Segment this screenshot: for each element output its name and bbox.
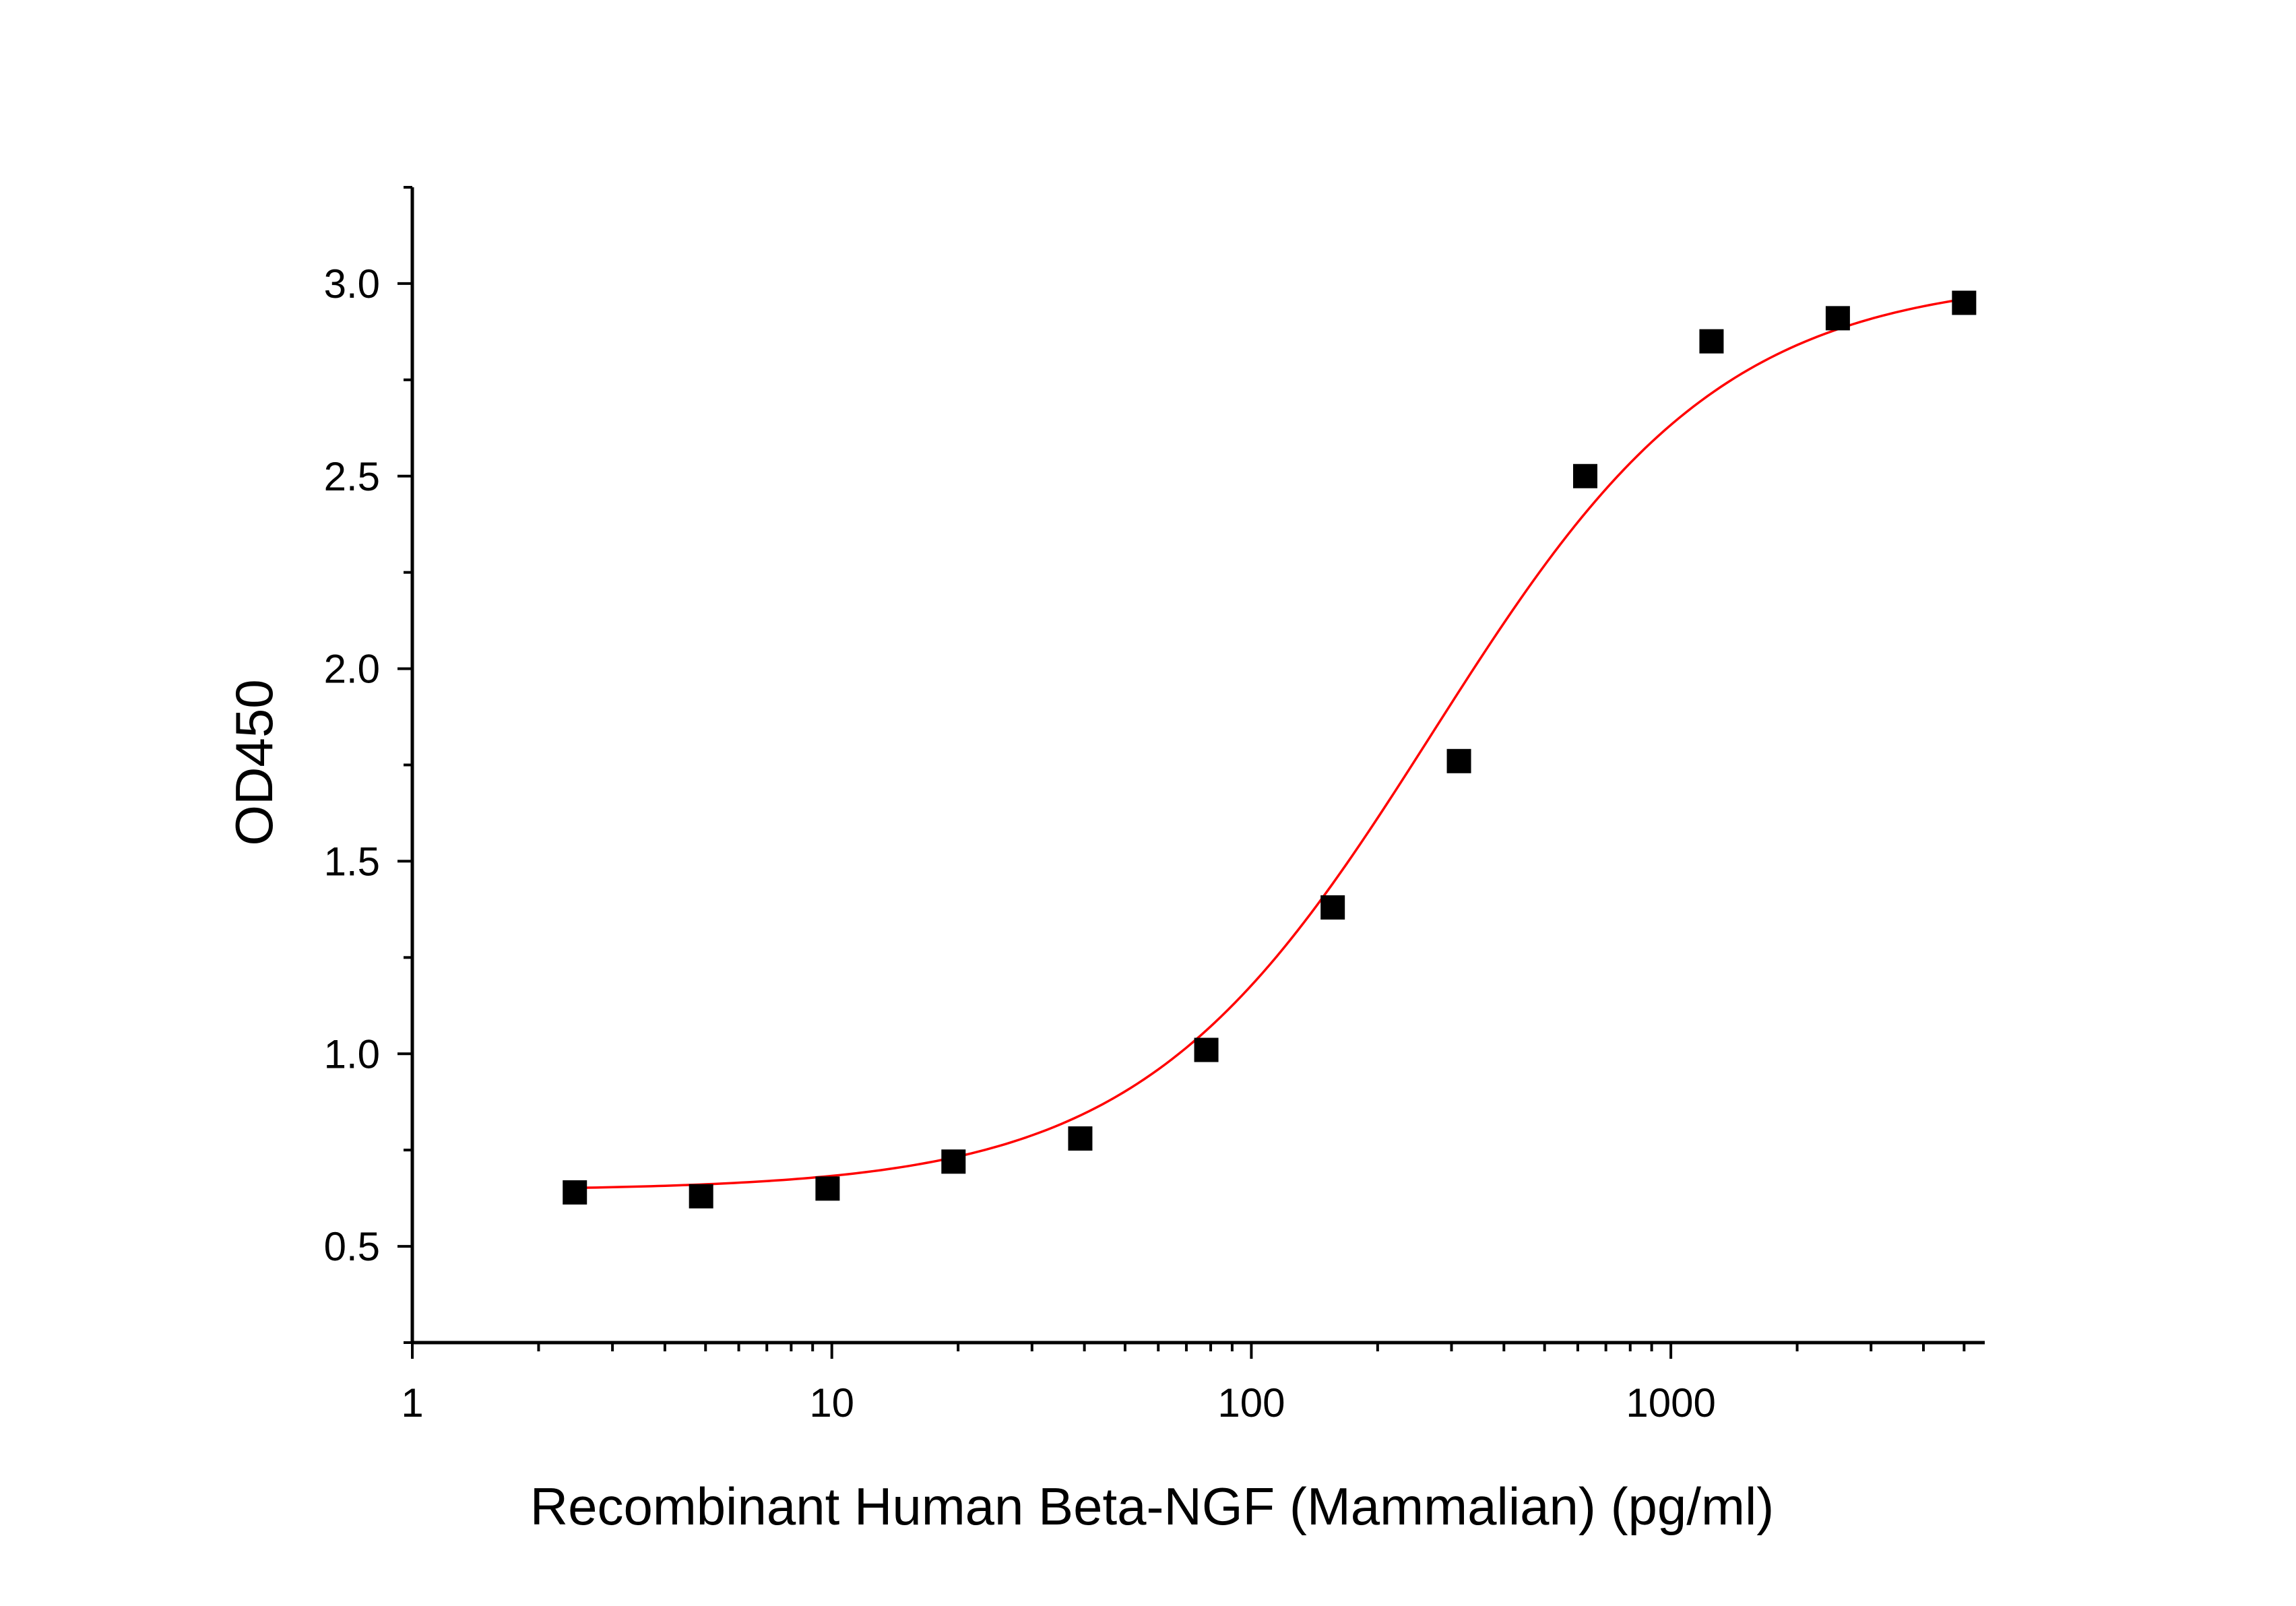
y-tick-label: 1.0 [324,1031,380,1077]
fit-curve-layer [575,298,1965,1190]
y-tick-label: 2.0 [324,647,380,692]
data-point [1825,306,1850,331]
data-point [1699,329,1724,354]
data-point [1320,895,1345,920]
y-axis-title: OD450 [224,679,284,845]
data-point [1194,1037,1219,1062]
x-axis-title: Recombinant Human Beta-NGF (Mammalian) (… [530,1477,1775,1536]
y-tick-label: 0.5 [324,1224,380,1269]
axes: 0.5 1.0 1.5 2.0 2.5 3.0 1 10 100 1000 [324,186,1985,1425]
data-point [689,1184,713,1209]
fit-curve [575,298,1965,1190]
data-point [1572,463,1597,488]
data-point [815,1176,840,1201]
x-tick-label: 10 [809,1380,854,1425]
x-tick-label: 1 [401,1380,423,1425]
data-point [1952,290,1977,315]
data-point [1446,748,1471,773]
y-tick-label: 2.5 [324,454,380,499]
x-tick-label: 100 [1217,1380,1285,1425]
data-point [941,1149,966,1174]
y-tick-label: 1.5 [324,839,380,884]
y-tick-label: 3.0 [324,261,380,307]
x-tick-label: 1000 [1626,1380,1715,1425]
data-point [1068,1126,1093,1151]
data-point [563,1180,587,1205]
data-points [563,290,1977,1209]
